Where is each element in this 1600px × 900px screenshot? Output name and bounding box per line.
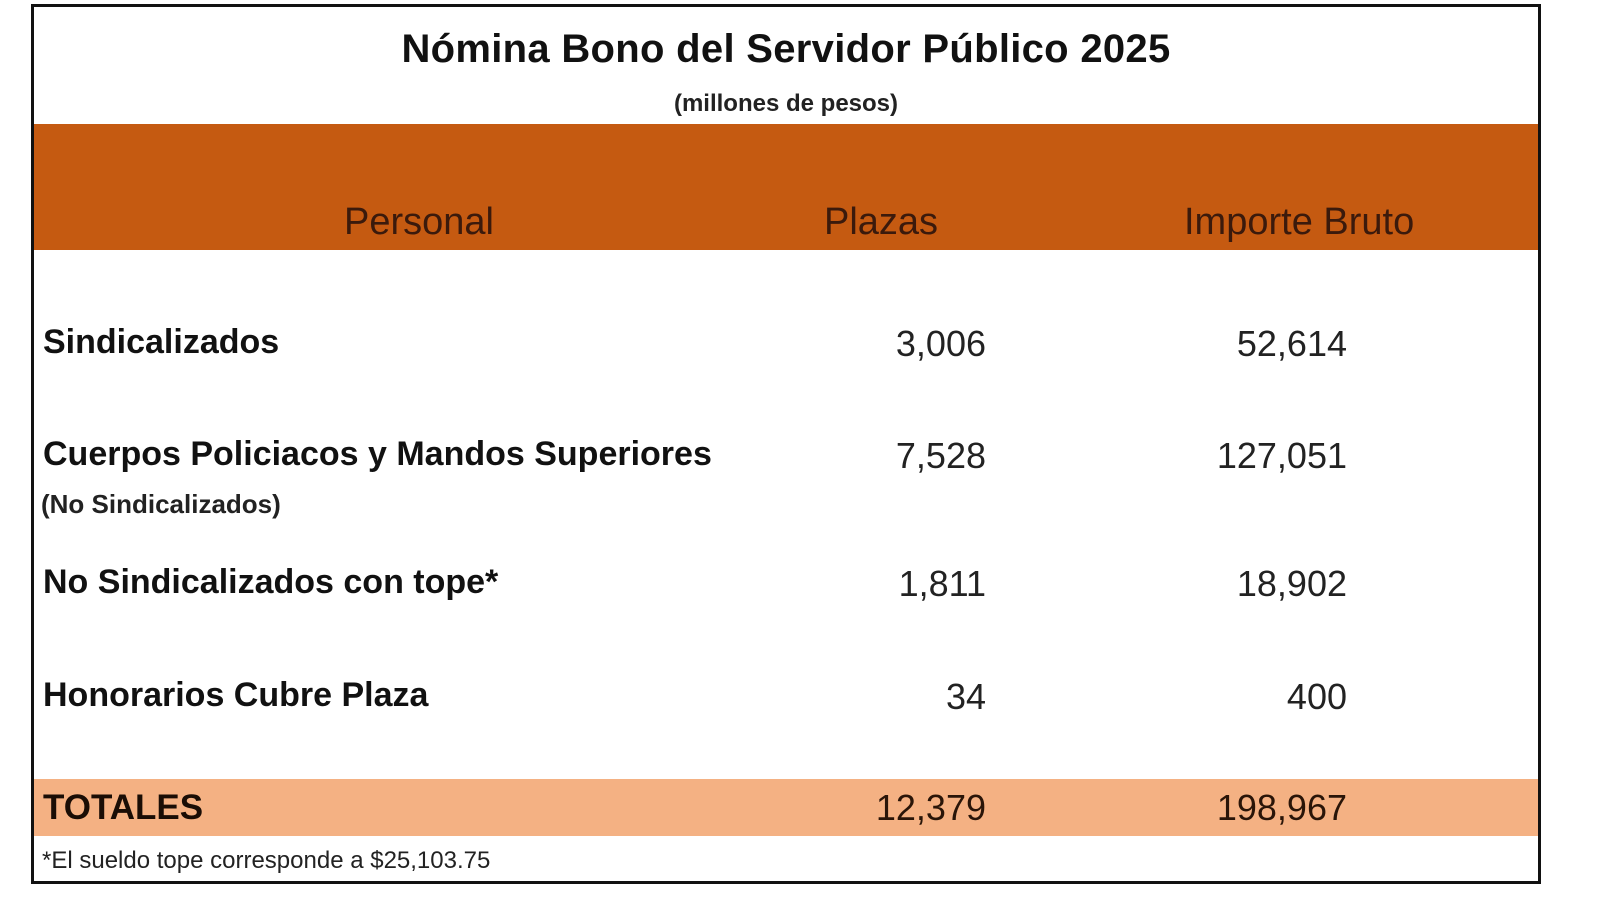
row-plazas: 7,528 <box>895 435 986 476</box>
row-label: Sindicalizados <box>43 323 280 361</box>
document-title: Nómina Bono del Servidor Público 2025 <box>401 27 1171 71</box>
row-plazas: 3,006 <box>895 323 986 364</box>
table-frame: Nómina Bono del Servidor Público 2025 (m… <box>31 4 1541 884</box>
row-plazas: 1,811 <box>898 563 986 604</box>
header-personal: Personal <box>344 201 494 243</box>
row-label: Cuerpos Policiacos y Mandos Superiores <box>43 435 712 473</box>
footnote: *El sueldo tope corresponde a $25,103.75 <box>42 847 491 874</box>
row-importe: 18,902 <box>1236 563 1347 604</box>
row-note: (No Sindicalizados) <box>41 489 281 519</box>
row-importe: 52,614 <box>1236 323 1347 364</box>
row-plazas: 34 <box>945 676 986 717</box>
row-label: Honorarios Cubre Plaza <box>43 676 429 714</box>
totals-row: TOTALES 12,379 198,967 <box>34 779 1538 836</box>
header-importe-bruto: Importe Bruto <box>1184 201 1415 243</box>
totals-plazas: 12,379 <box>875 787 986 828</box>
row-importe: 400 <box>1286 676 1347 717</box>
document-subtitle: (millones de pesos) <box>673 90 899 117</box>
header-plazas: Plazas <box>824 201 939 243</box>
totals-label: TOTALES <box>43 788 204 827</box>
table-header: Personal Plazas Importe Bruto <box>34 124 1538 250</box>
row-label: No Sindicalizados con tope* <box>43 563 499 601</box>
totals-importe: 198,967 <box>1216 787 1347 828</box>
row-importe: 127,051 <box>1216 435 1347 476</box>
